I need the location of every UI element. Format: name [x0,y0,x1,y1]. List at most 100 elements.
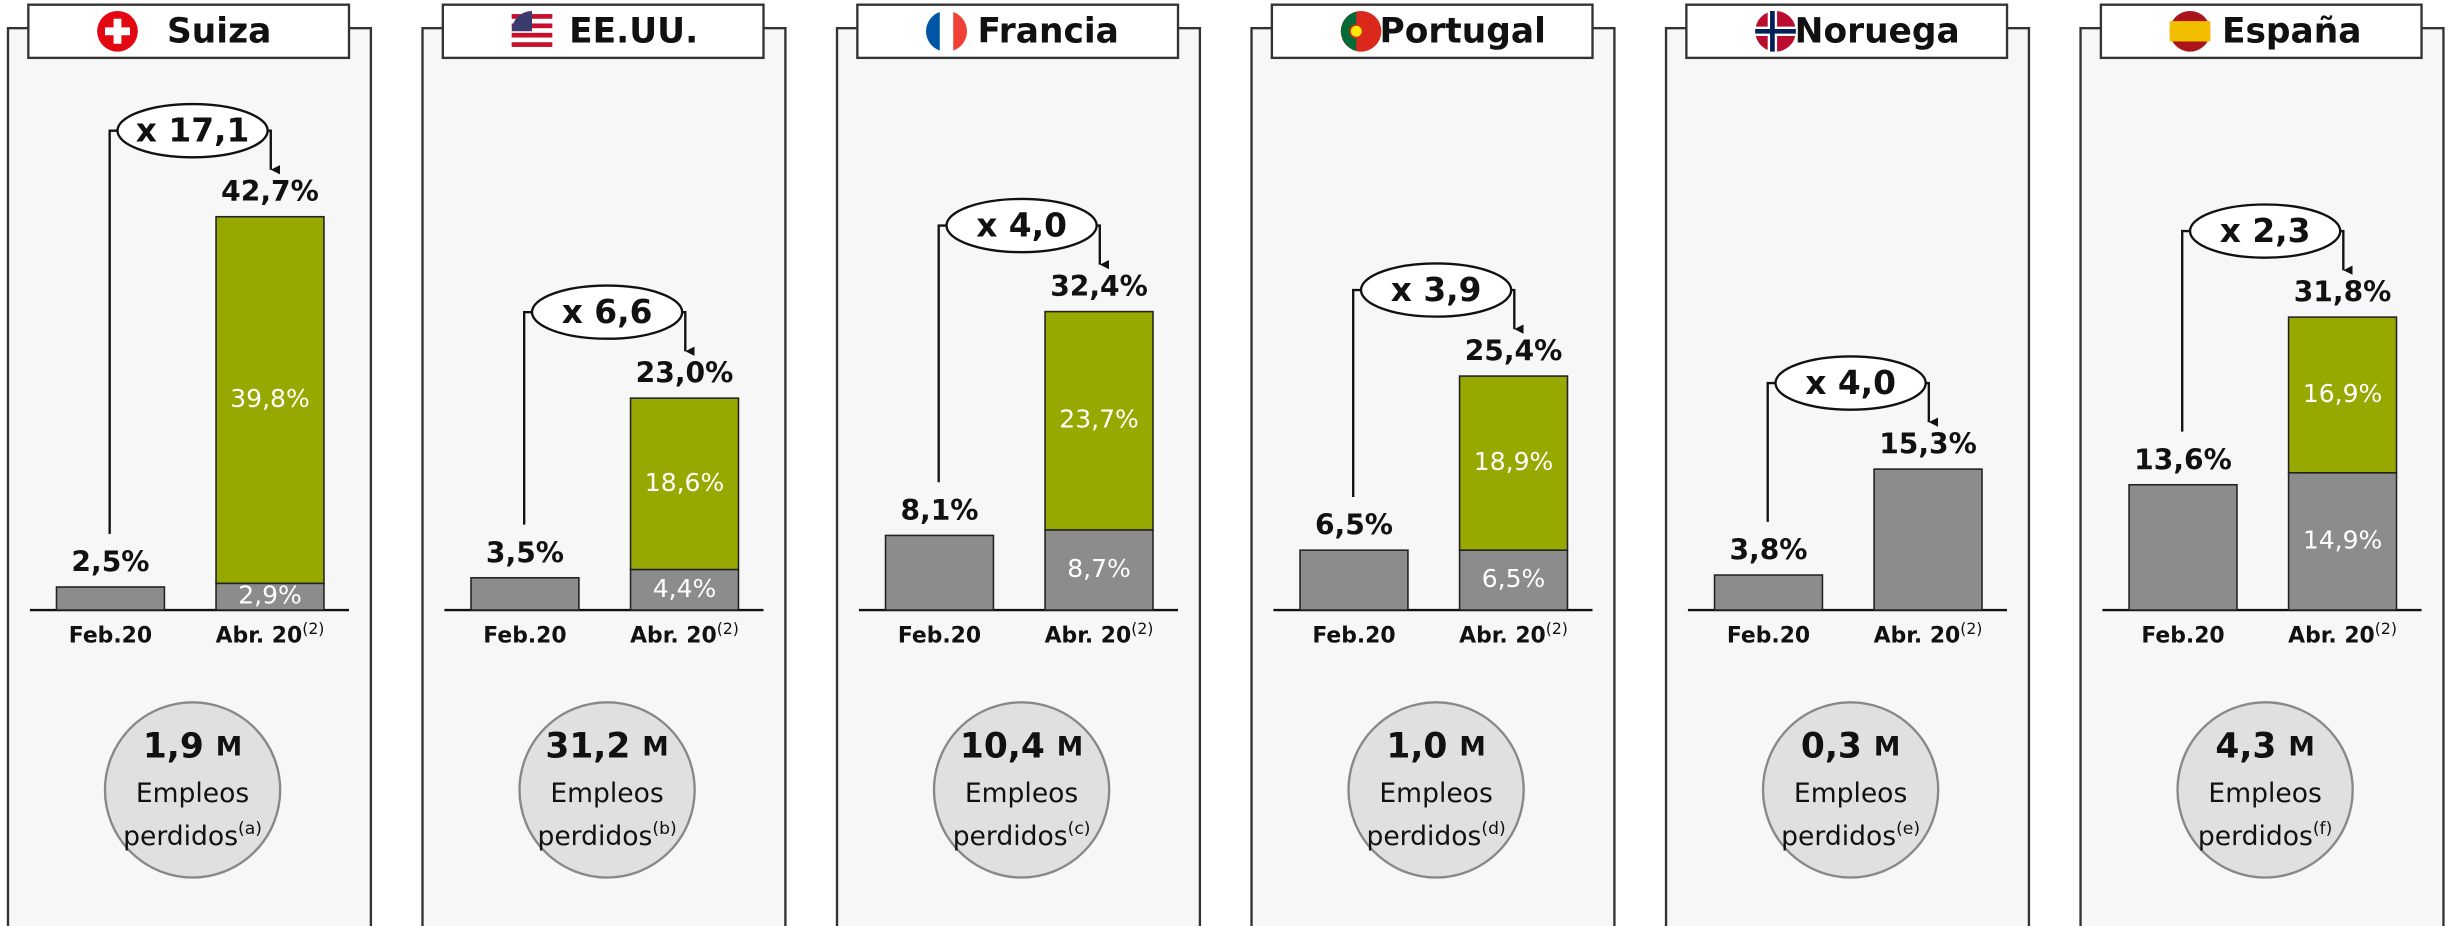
jobs-note: (a) [238,819,262,839]
segment-label: 8,7% [1067,554,1131,583]
total-label: 31,8% [2294,276,2392,309]
x-tick-label: Abr. 20(2) [630,618,739,648]
category-note: (2) [302,618,324,637]
category: Feb.20 [2141,624,2224,649]
flag-icon [1755,10,1796,52]
jobs-lost: 1,0 M [1386,726,1485,766]
value-label: 15,3% [1879,428,1977,461]
segment-label: 18,6% [645,468,724,497]
value-label: 8,1% [900,494,978,527]
value-label: 6,5% [1315,509,1393,542]
x-tick-label: Abr. 20(2) [1459,618,1568,648]
x-tick-label: Feb.20 [483,624,566,649]
title-box [441,3,765,60]
jobs-text: Empleos [136,778,249,809]
bar-segment [470,577,580,611]
jobs-text: Empleos [1794,778,1907,809]
bar-segment [215,215,325,585]
jobs-value: 4,3 [2215,726,2276,766]
category: Abr. 20 [1045,624,1132,649]
x-tick-label: Abr. 20(2) [1874,618,1983,648]
category: Feb.20 [483,624,566,649]
jobs-lost: 1,9 M [143,726,242,766]
jobs-word: perdidos [1781,820,1896,851]
jobs-text: perdidos(a) [123,819,262,851]
flag-stripe [511,42,553,47]
multiplier-label: x 2,3 [2220,212,2311,250]
jobs-word: perdidos [537,820,652,851]
bar-segment [1713,574,1824,611]
flag-emblem [1349,24,1364,39]
jobs-text: Empleos [965,778,1078,809]
jobs-note: (b) [652,819,676,839]
jobs-word: perdidos [2198,820,2313,851]
jobs-value: 10,4 [960,726,1045,766]
bar-segment [1044,529,1154,611]
bar-segment [1458,549,1569,611]
category-note: (2) [1131,618,1153,637]
panel-title: EE.UU. [569,11,698,51]
bar-segment [1299,549,1409,611]
bar-segment [1873,468,1983,611]
segment-label: 39,8% [230,384,309,413]
x-tick-label: Feb.20 [69,624,152,649]
jobs-value: 31,2 [545,726,630,766]
jobs-circle [1761,701,1940,879]
flag-icon [97,10,138,52]
value-label: 3,8% [1729,534,1807,567]
multiplier-label: x 3,9 [1391,271,1482,309]
panel-title: Noruega [1795,11,1960,51]
jobs-circle [2176,701,2354,879]
jobs-value: 1,9 [143,726,204,766]
panel-title: Portugal [1379,11,1545,51]
jobs-lost: 10,4 M [960,726,1083,766]
jobs-lost: 31,2 M [545,726,668,766]
panel-title: España [2222,11,2362,51]
title-box [1685,3,2009,60]
multiplier-label: x 6,6 [562,293,653,331]
panel: Suiza 2,5% Feb.20 2,9% 39,8% Abr. 20(2) 42,7% x… [6,3,373,926]
jobs-note: (e) [1896,819,1920,839]
jobs-lost: 4,3 M [2215,726,2314,766]
jobs-unit: M [642,731,668,762]
category: Feb.20 [69,624,152,649]
jobs-unit: M [1057,731,1083,762]
panel: Portugal 6,5% Feb.20 6,5% 18,9% Abr. 20(2) 25,… [1250,3,1616,926]
multiplier-bubble [530,284,684,340]
multiplier-label: x 17,1 [136,112,250,150]
value-label: 13,6% [2134,443,2232,476]
category: Feb.20 [1727,624,1810,649]
flag-yellow [2169,21,2211,42]
panel: EE.UU. 3,5% Feb.20 4,4% 18,6% Abr. 20(2) 23,0%… [421,3,787,926]
jobs-text: Empleos [550,778,663,809]
jobs-lost: 0,3 M [1801,726,1900,766]
x-tick-label: Abr. 20(2) [2288,618,2397,648]
total-label: 23,0% [636,357,734,390]
jobs-circle [932,701,1111,879]
flag-stripe [511,23,553,29]
multiplier-bubble [1359,262,1513,318]
jobs-note: (d) [1481,819,1505,839]
panel: Noruega 3,8% Feb.20 15,3% Abr. 20(2) x 4,0 0,3… [1664,3,2031,926]
category-note: (2) [717,618,739,637]
bar-segment [1458,375,1569,551]
segment-label: 23,7% [1059,405,1138,434]
bar-segment [629,397,740,571]
bar-segment [884,534,995,611]
jobs-unit: M [1874,731,1900,762]
multiplier-bubble [1774,355,1927,411]
jobs-unit: M [2288,731,2314,762]
flag-cross [104,18,131,44]
panel-title: Francia [977,11,1118,51]
bar-segment [2287,316,2398,474]
flag-canton [511,10,532,32]
jobs-text: Empleos [1379,778,1492,809]
jobs-value: 0,3 [1801,726,1862,766]
jobs-text: perdidos(b) [537,819,676,851]
category: Abr. 20 [630,624,717,649]
x-tick-label: Feb.20 [1312,624,1395,649]
flag-blue [926,12,940,51]
segment-label: 4,4% [653,574,717,603]
multiplier-bubble [945,197,1098,254]
